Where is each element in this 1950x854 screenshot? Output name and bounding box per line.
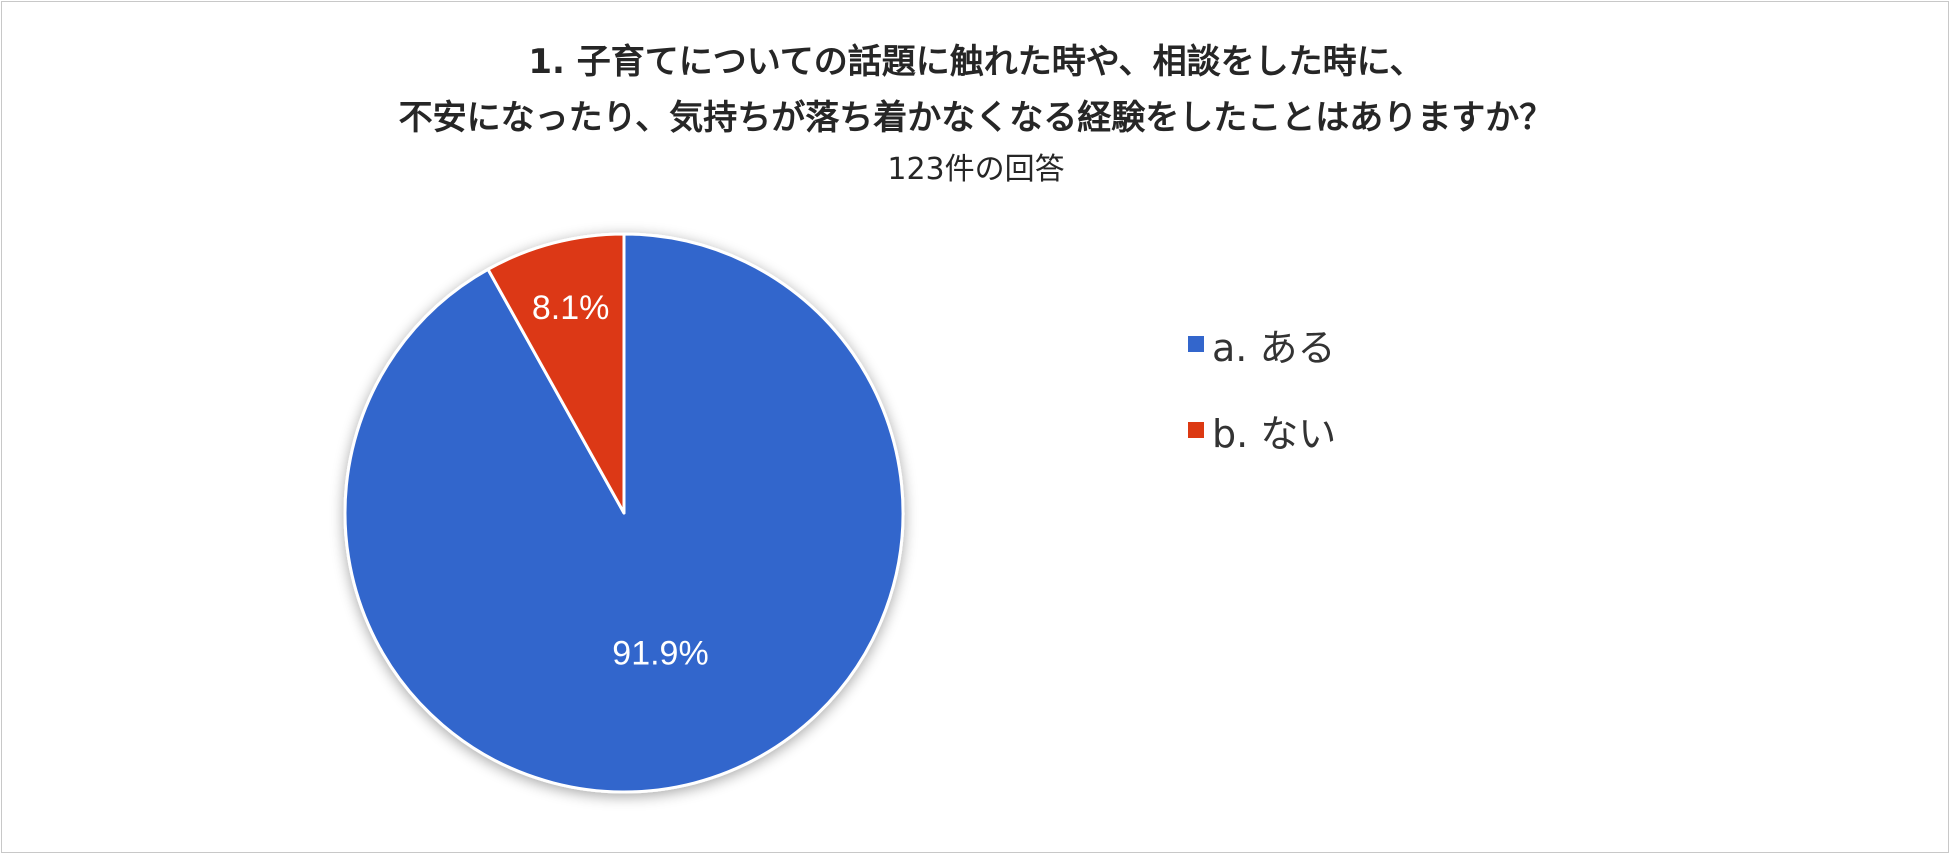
chart-title-line-2: 不安になったり、気持ちが落ち着かなくなる経験をしたことはありますか？ bbox=[398, 98, 1554, 138]
legend-item-a[interactable]: a. ある bbox=[1188, 322, 1336, 370]
chart-legend: a. ある b. ない bbox=[1188, 322, 1336, 494]
legend-swatch-a bbox=[1188, 336, 1204, 352]
legend-label-b: b. ない bbox=[1212, 411, 1337, 456]
slice-label-a: 91.9% bbox=[612, 634, 708, 672]
chart-title-line-1: 1. 子育てについての話題に触れた時や、相談をした時に、 bbox=[528, 42, 1424, 82]
legend-label-a: a. ある bbox=[1212, 325, 1336, 370]
slice-label-b: 8.1% bbox=[532, 289, 610, 327]
chart-subtitle: 123件の回答 bbox=[887, 152, 1065, 187]
legend-item-b[interactable]: b. ない bbox=[1188, 408, 1336, 456]
legend-swatch-b bbox=[1188, 422, 1204, 438]
pie-slice-b[interactable] bbox=[486, 232, 626, 515]
